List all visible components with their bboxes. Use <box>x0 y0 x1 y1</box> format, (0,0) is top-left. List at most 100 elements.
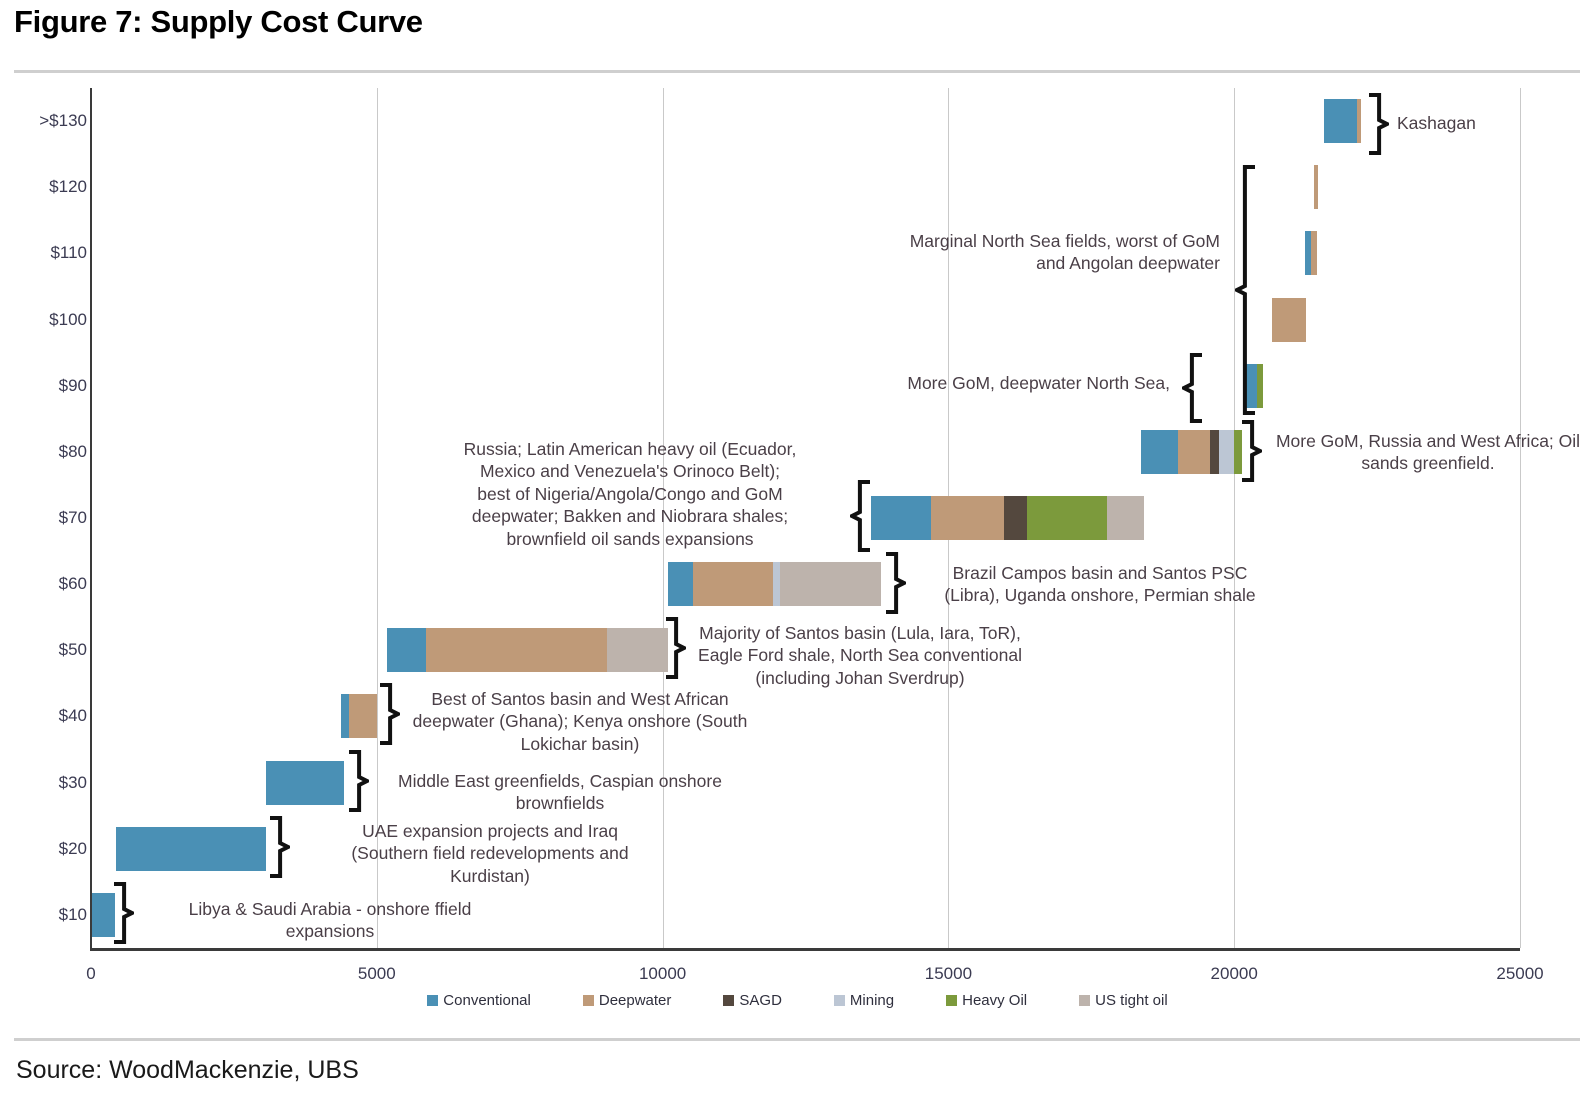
bar-segment <box>1177 429 1210 474</box>
legend-item[interactable]: Conventional <box>427 992 531 1009</box>
bar-segment <box>1209 429 1220 474</box>
legend-item-label: Mining <box>849 992 895 1009</box>
y-axis-tick-label: $110 <box>50 243 87 263</box>
brace-connector <box>347 750 369 812</box>
brace-connector <box>850 480 872 552</box>
legend-item-label: US tight oil <box>1095 992 1168 1009</box>
gridline <box>662 88 664 948</box>
divider-bottom <box>14 1038 1580 1041</box>
x-axis-tick-label: 5000 <box>357 964 396 983</box>
brace-connector <box>112 882 134 944</box>
bar-segment <box>1004 496 1027 540</box>
bar-segment <box>348 694 377 739</box>
bar-segment <box>931 496 1005 540</box>
x-axis-line <box>90 948 1520 951</box>
y-axis-tick-label: $20 <box>58 838 87 858</box>
legend-item-label: Heavy Oil <box>962 992 1028 1009</box>
annotation-best-santos: Best of Santos basin and West African de… <box>412 689 748 754</box>
annotation-libya-saudi: Libya & Saudi Arabia - onshore ffield ex… <box>188 899 472 942</box>
x-axis-tick-label: 20000 <box>1210 964 1258 983</box>
chart-legend: Conventional Deepwater SAGD Mining Heavy Oil… <box>0 992 1595 1009</box>
x-axis-tick-label: 15000 <box>924 964 973 983</box>
y-axis-tick-label: $30 <box>58 772 87 792</box>
y-axis-tick-label: $100 <box>49 309 87 329</box>
legend-swatch-icon <box>1079 995 1091 1006</box>
brace-connector <box>378 683 400 745</box>
y-axis-tick-label: $120 <box>49 177 87 197</box>
bar-segment <box>1026 496 1107 540</box>
y-axis-tick-label: $90 <box>58 375 87 395</box>
y-axis-tick-label: $60 <box>58 574 87 594</box>
bar-stack <box>387 628 669 673</box>
y-axis-tick-label: $10 <box>58 904 87 924</box>
bar-stack <box>116 826 266 871</box>
y-axis-tick-label: $50 <box>58 640 87 660</box>
bar-segment <box>1233 429 1242 474</box>
bar-segment <box>668 562 694 607</box>
legend-item[interactable]: Deepwater <box>582 992 671 1009</box>
brace-connector <box>1182 353 1204 423</box>
bar-stack <box>92 892 115 937</box>
bar-segment <box>1244 363 1258 408</box>
legend-swatch-icon <box>427 995 439 1006</box>
bar-segment <box>265 760 344 805</box>
annotation-more-gom-deepwater: More GoM, deepwater North Sea, <box>907 373 1170 393</box>
bar-segment <box>871 496 932 540</box>
bar-stack <box>1323 99 1361 144</box>
legend-item-label: Conventional <box>443 992 531 1009</box>
bar-segment <box>693 562 774 607</box>
bar-stack <box>1244 363 1263 408</box>
y-axis-tick-label: $40 <box>58 706 87 726</box>
bar-segment <box>1305 231 1311 276</box>
legend-item[interactable]: Heavy Oil <box>946 992 1027 1009</box>
gridline <box>376 88 378 948</box>
annotation-uae-iraq: UAE expansion projects and Iraq (Souther… <box>351 821 629 886</box>
legend-swatch-icon <box>946 995 958 1006</box>
y-axis-tick-label: $80 <box>58 441 87 461</box>
annotation-middle-east: Middle East greenfields, Caspian onshore… <box>398 771 722 814</box>
bar-segment <box>1356 99 1361 144</box>
legend-swatch-icon <box>582 995 594 1006</box>
bar-segment <box>92 892 115 937</box>
annotation-marginal-north-sea: Marginal North Sea fields, worst of GoM … <box>909 231 1220 274</box>
bar-segment <box>607 628 669 673</box>
legend-swatch-icon <box>833 995 845 1006</box>
page-title: Figure 7: Supply Cost Curve <box>14 4 423 39</box>
bar-stack <box>871 496 1144 540</box>
bar-segment <box>773 562 781 607</box>
bar-stack <box>668 562 881 607</box>
brace-connector <box>268 816 290 878</box>
bar-segment <box>1310 231 1318 276</box>
bar-segment <box>1257 363 1263 408</box>
brace-connector <box>1367 93 1389 155</box>
y-axis-line <box>90 88 92 948</box>
bar-stack <box>265 760 344 805</box>
bar-segment <box>1314 165 1318 210</box>
bar-segment <box>340 694 349 739</box>
gridline <box>1520 88 1521 948</box>
bar-segment <box>387 628 426 673</box>
x-axis-tick-label: 10000 <box>638 964 687 983</box>
legend-item[interactable]: US tight oil <box>1079 992 1168 1009</box>
bar-segment <box>1106 496 1144 540</box>
bar-stack <box>340 694 377 739</box>
annotation-brazil-campos: Brazil Campos basin and Santos PSC (Libr… <box>944 563 1256 606</box>
bar-stack <box>1272 297 1306 342</box>
legend-item[interactable]: Mining <box>833 992 895 1009</box>
bar-stack <box>1141 429 1242 474</box>
chart-plot-area: >$130 $120 $110 $100 $90 $80 $70 $60 $50 $40 $30 $2… <box>0 80 1595 1030</box>
source-caption: Source: WoodMackenzie, UBS <box>16 1056 359 1084</box>
annotation-kashagan: Kashagan <box>1397 113 1476 133</box>
y-axis-tick-label: >$130 <box>39 111 87 131</box>
brace-connector <box>1240 420 1262 482</box>
bar-segment <box>1219 429 1234 474</box>
bar-segment <box>1323 99 1357 144</box>
bar-segment <box>1141 429 1178 474</box>
y-axis-tick-label: $70 <box>58 508 87 527</box>
legend-item[interactable]: SAGD <box>723 992 782 1009</box>
x-axis-tick-label: 25000 <box>1496 964 1544 983</box>
legend-item-label: SAGD <box>739 992 782 1009</box>
bar-segment <box>425 628 608 673</box>
x-axis-tick-label: 0 <box>86 964 96 983</box>
